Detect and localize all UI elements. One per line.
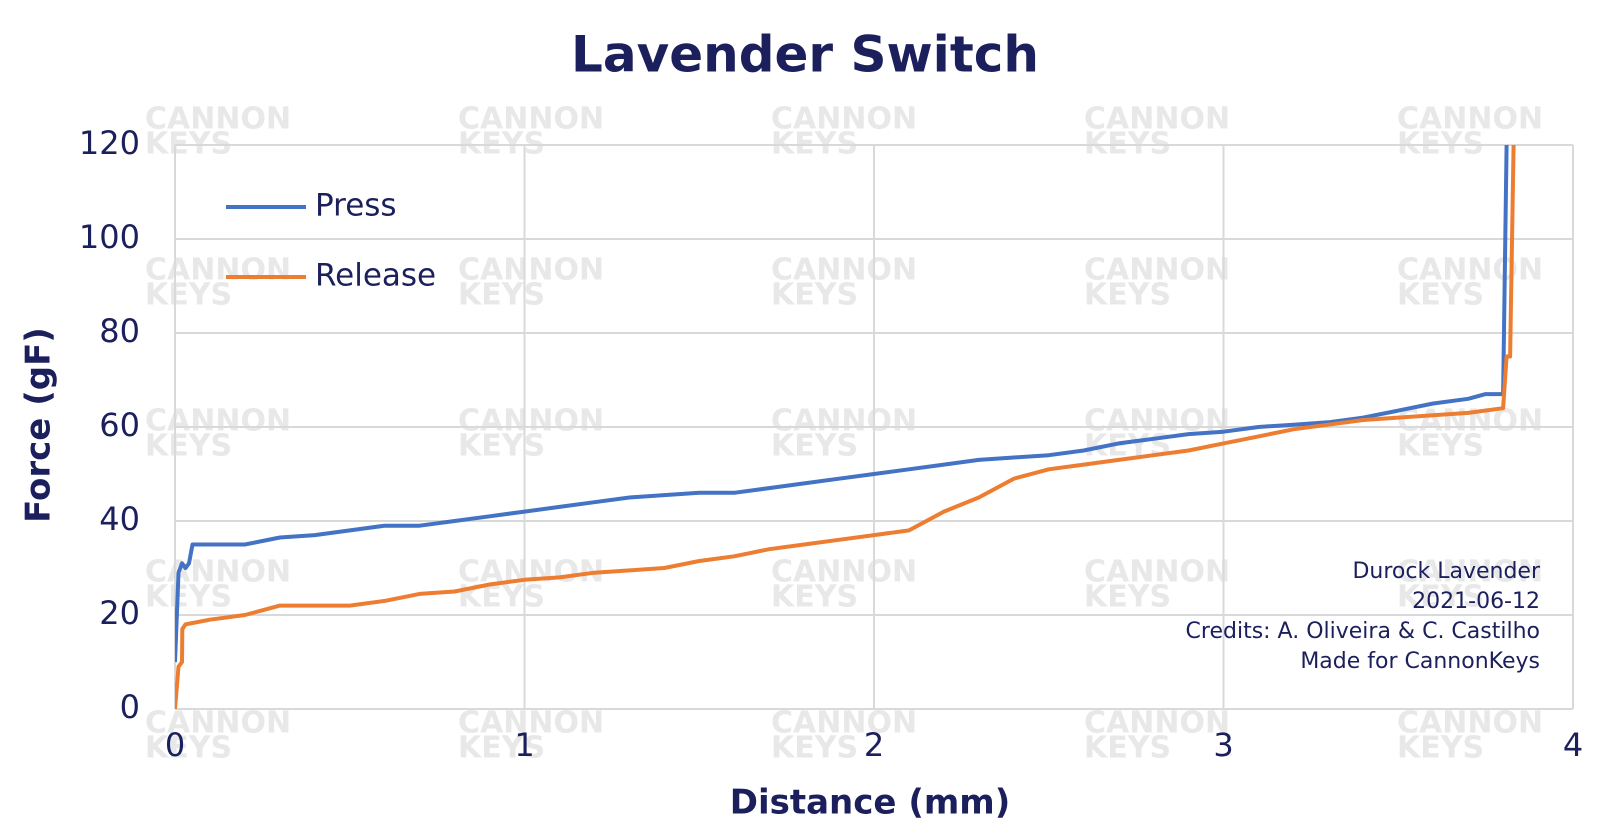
annotation: Made for CannonKeys [1300, 649, 1540, 674]
watermark-text: KEYS [1084, 580, 1171, 615]
x-tick-label: 0 [165, 726, 185, 764]
annotation: Durock Lavender [1352, 559, 1540, 584]
x-tick-label: 1 [514, 726, 534, 764]
watermark-text: CANNON [145, 253, 291, 288]
watermark-text: KEYS [458, 580, 545, 615]
watermark: CANNONKEYSCANNONKEYSCANNONKEYSCANNONKEYS… [145, 102, 1543, 766]
x-tick-label: 4 [1563, 726, 1583, 764]
y-tick-label: 40 [99, 500, 140, 538]
watermark-text: CANNON [458, 555, 604, 590]
watermark-text: KEYS [1084, 278, 1171, 313]
watermark-text: KEYS [145, 429, 232, 464]
watermark-text: KEYS [1084, 731, 1171, 766]
watermark-text: KEYS [771, 429, 858, 464]
annotation: 2021-06-12 [1412, 589, 1540, 614]
y-tick-label: 100 [79, 218, 140, 256]
watermark-text: CANNON [145, 102, 291, 137]
watermark-text: CANNON [771, 102, 917, 137]
watermark-text: KEYS [145, 580, 232, 615]
watermark-text: CANNON [1397, 555, 1543, 590]
watermark-text: CANNON [771, 706, 917, 741]
x-tick-label: 3 [1213, 726, 1233, 764]
watermark-text: KEYS [771, 731, 858, 766]
watermark-text: KEYS [1397, 429, 1484, 464]
watermark-text: CANNON [1397, 253, 1543, 288]
watermark-text: CANNON [1397, 706, 1543, 741]
line-series [175, 145, 1516, 709]
watermark-text: KEYS [1397, 580, 1484, 615]
y-tick-label: 60 [99, 406, 140, 444]
y-tick-label: 80 [99, 312, 140, 350]
x-axis-title: Distance (mm) [730, 783, 1011, 823]
watermark-text: KEYS [458, 429, 545, 464]
watermark-text: CANNON [458, 706, 604, 741]
watermark-text: KEYS [145, 278, 232, 313]
watermark-text: CANNON [1397, 102, 1543, 137]
watermark-text: KEYS [1397, 731, 1484, 766]
annotation: Credits: A. Oliveira & C. Castilho [1186, 619, 1540, 644]
watermark-text: CANNON [1084, 253, 1230, 288]
watermark-text: CANNON [771, 555, 917, 590]
watermark-text: CANNON [771, 404, 917, 439]
watermark-text: CANNON [145, 555, 291, 590]
watermark-text: KEYS [1397, 278, 1484, 313]
watermark-text: CANNON [1397, 404, 1543, 439]
watermark-text: KEYS [458, 278, 545, 313]
watermark-text: CANNON [458, 404, 604, 439]
watermark-text: CANNON [1084, 706, 1230, 741]
line-series [175, 145, 1509, 663]
watermark-text: CANNON [771, 253, 917, 288]
watermark-text: KEYS [458, 731, 545, 766]
watermark-text: CANNON [458, 253, 604, 288]
watermark-text: KEYS [771, 580, 858, 615]
watermark-text: CANNON [1084, 555, 1230, 590]
legend-label: Release [315, 258, 436, 294]
legend-label: Press [315, 188, 397, 224]
watermark-text: KEYS [771, 278, 858, 313]
y-tick-label: 20 [99, 594, 140, 632]
y-tick-label: 0 [120, 688, 140, 726]
watermark-text: CANNON [145, 404, 291, 439]
x-tick-label: 2 [864, 726, 884, 764]
watermark-text: CANNON [145, 706, 291, 741]
y-axis-title: Force (gF) [19, 327, 59, 523]
watermark-text: CANNON [458, 102, 604, 137]
chart-title: Lavender Switch [571, 26, 1039, 84]
watermark-text: CANNON [1084, 102, 1230, 137]
y-tick-label: 120 [79, 124, 140, 162]
watermark-text: KEYS [145, 731, 232, 766]
